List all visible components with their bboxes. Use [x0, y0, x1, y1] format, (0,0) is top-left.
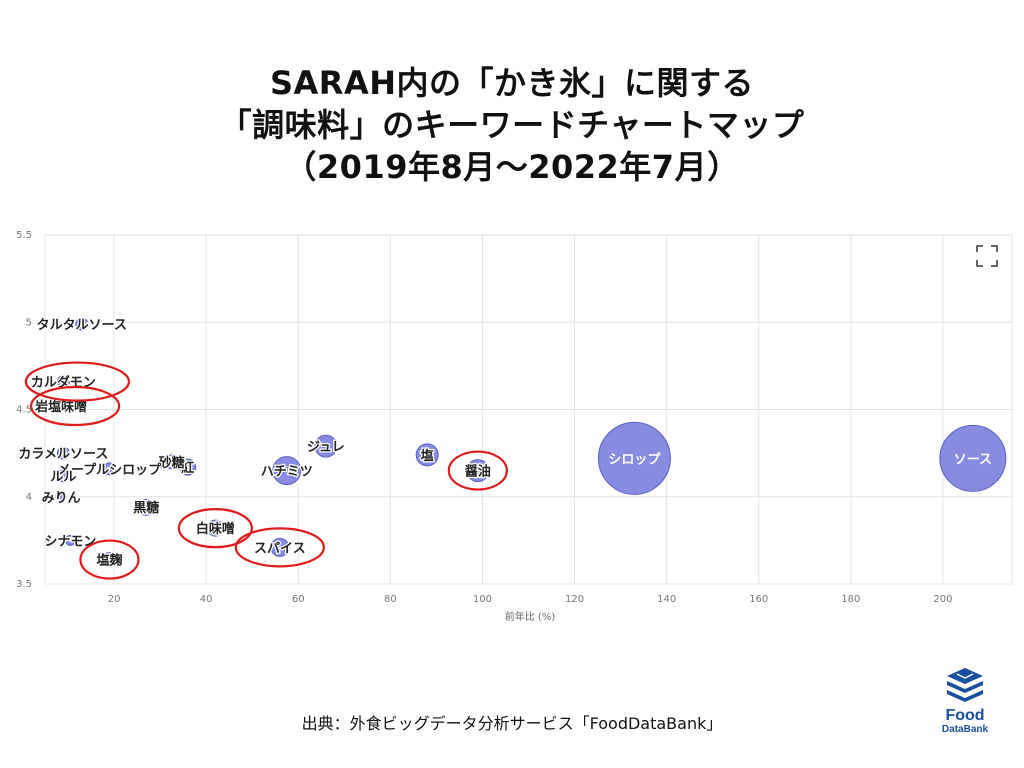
highlight-circle: [30, 385, 121, 427]
bubble-point: [101, 552, 117, 568]
highlight-circle: [24, 361, 131, 402]
x-tick-label: 180: [841, 594, 860, 605]
bubble-point: [55, 400, 67, 412]
bubble-point: [164, 454, 180, 470]
logo-name-food: Food: [945, 707, 985, 724]
x-tick-label: 100: [473, 594, 492, 605]
point-label: 黒糖: [133, 500, 159, 516]
bubble-point: [415, 443, 439, 467]
title-line-1: SARAH内の「かき氷」に関する: [269, 64, 754, 102]
point-label: カラメルソース: [18, 447, 108, 462]
bubble-point: [597, 421, 671, 495]
point-label: シナモン: [44, 534, 96, 549]
bubble-point: [56, 446, 70, 460]
point-label: ジュレ: [307, 440, 345, 455]
point-label: スパイス: [254, 541, 306, 556]
y-tick-label: 4: [26, 492, 32, 503]
bubble-point: [270, 537, 290, 557]
bubble-point: [102, 462, 116, 476]
title-line-2: 「調味料」のキーワードチャートマップ: [219, 106, 805, 144]
bubble-point: [55, 491, 67, 503]
x-tick-label: 20: [108, 594, 121, 605]
x-tick-label: 60: [292, 594, 305, 605]
highlight-circle: [447, 450, 508, 491]
title-line-3: （2019年8月〜2022年7月）: [284, 148, 740, 186]
x-tick-label: 200: [933, 594, 952, 605]
source-note: 出典：外食ビッグデータ分析サービス「FoodDataBank」: [301, 714, 723, 733]
point-label: 岩塩味噌: [34, 399, 87, 415]
bubble-point: [272, 456, 302, 486]
point-label: 塩: [421, 448, 434, 464]
y-tick-label: 3.5: [16, 579, 32, 590]
point-label: 紅: [181, 460, 194, 476]
point-label: 砂糖: [158, 455, 185, 471]
bubble-point: [137, 498, 155, 516]
bubble-point: [939, 424, 1007, 492]
logo-name-databank: DataBank: [941, 724, 989, 735]
bubble-point: [466, 459, 490, 483]
point-label: ルル: [50, 470, 76, 485]
x-axis-label: 前年比 (%): [505, 610, 556, 623]
x-tick-label: 80: [384, 594, 397, 605]
bubble-point: [206, 519, 224, 537]
point-label: シロップ: [608, 452, 661, 467]
keyword-scatter-chart: 20 40 60 80 100 120 140 160 180 200 3.5 4 4.5 5 5.5 前年比…: [16, 230, 1013, 623]
food-databank-logo: Food DataBank: [932, 666, 998, 736]
database-stack-icon: [947, 668, 983, 702]
highlight-circle: [79, 539, 140, 580]
bubble-point: [64, 534, 76, 546]
fullscreen-icon[interactable]: [976, 245, 998, 267]
x-tick-label: 40: [200, 594, 213, 605]
point-label: メープルシロップ: [58, 463, 162, 478]
y-tick-label: 4.5: [16, 405, 32, 416]
highlight-circle: [234, 527, 325, 568]
bubble-point: [314, 434, 338, 458]
x-tick-label: 160: [749, 594, 768, 605]
point-label: ソース: [954, 452, 992, 467]
point-label: 白味噌: [196, 521, 235, 537]
bubble-point: [75, 317, 89, 331]
y-tick-label: 5: [26, 317, 32, 328]
chart-title: SARAH内の「かき氷」に関する 「調味料」のキーワードチャートマップ （201…: [0, 62, 1024, 188]
point-label: ハチミツ: [261, 465, 313, 480]
point-label: みりん: [42, 491, 81, 506]
y-tick-label: 5.5: [16, 230, 32, 241]
bubble-point: [179, 458, 197, 476]
x-tick-label: 140: [657, 594, 676, 605]
bubble-point: [56, 469, 70, 483]
point-label: タルタルソース: [37, 318, 127, 333]
highlight-circle: [177, 508, 253, 549]
point-label: 醤油: [465, 464, 491, 480]
point-label: 塩麹: [96, 553, 122, 569]
x-tick-label: 120: [565, 594, 584, 605]
